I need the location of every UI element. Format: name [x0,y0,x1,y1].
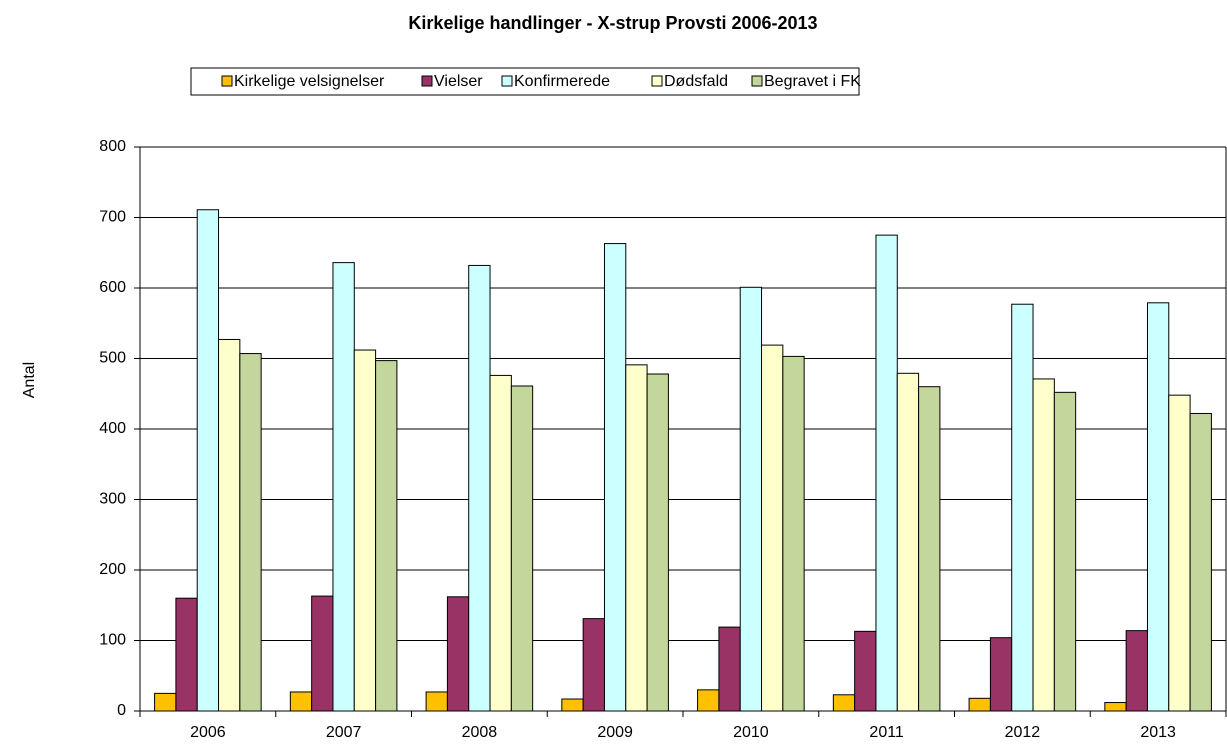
legend-label: Konfirmerede [514,73,610,90]
bar [1125,630,1148,712]
bar [154,692,177,712]
y-tick-label: 500 [99,350,126,367]
x-tick-label: 2013 [1140,724,1176,741]
bar [1168,394,1191,712]
bar [761,344,784,712]
bar [510,385,534,712]
bar [1011,303,1034,712]
y-tick-label: 100 [99,632,126,649]
bar [332,262,355,712]
bar [1146,302,1170,712]
x-tick-label: 2009 [597,724,633,741]
bar [989,637,1013,712]
x-tick-label: 2012 [1005,724,1041,741]
bar [896,372,920,712]
bar [625,364,648,712]
y-tick-label: 300 [99,491,126,508]
legend-swatch [221,75,233,87]
y-tick-label: 800 [99,138,126,155]
y-tick-label: 600 [99,279,126,296]
x-tick-label: 2010 [733,724,769,741]
bar [582,618,605,712]
x-tick-label: 2006 [190,724,226,741]
bar [697,689,720,712]
bar [1189,412,1212,712]
legend-swatch [751,75,763,87]
bar [875,234,898,712]
legend-swatch [501,75,513,87]
x-tick-label: 2008 [462,724,498,741]
bar [289,691,313,712]
bar [739,286,763,712]
y-tick-label: 400 [99,420,126,437]
bar [239,353,262,712]
bar [1053,391,1077,712]
bar [375,360,398,712]
bar [782,355,805,712]
bar [832,694,856,712]
bar [468,264,491,712]
legend-label: Kirkelige velsignelser [234,73,385,90]
bar [854,630,877,712]
bar [218,338,241,712]
bar [1032,378,1055,712]
chart-title: Kirkelige handlinger - X-strup Provsti 2… [408,13,817,33]
bar [968,697,991,712]
bar [196,209,220,712]
bar [425,691,448,712]
x-tick-label: 2007 [326,724,362,741]
bar [918,386,941,712]
bar [646,373,669,712]
bar [311,595,334,712]
legend-label: Begravet i FK [764,73,861,90]
bar [489,374,512,712]
legend-swatch [421,75,433,87]
x-tick-label: 2011 [869,724,904,741]
bar [1104,702,1127,712]
legend-box [190,67,860,96]
y-tick-label: 200 [99,561,126,578]
y-tick-label: 700 [99,209,126,226]
legend-label: Vielser [434,73,483,90]
legend-swatch [651,75,663,87]
y-axis-label: Antal [21,362,38,398]
legend-label: Dødsfald [664,73,728,90]
bar [353,349,377,712]
bar [718,626,741,712]
bar [603,243,627,712]
bar [175,597,198,712]
y-tick-label: 0 [117,702,126,719]
bar [446,596,470,712]
bar [561,698,584,712]
